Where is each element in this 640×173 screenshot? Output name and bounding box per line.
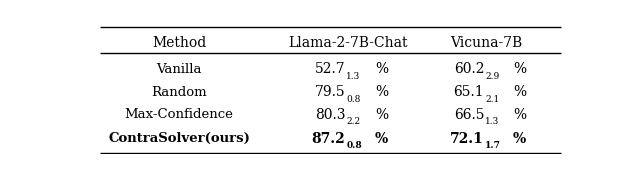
Text: 2.2: 2.2 <box>346 117 360 126</box>
Text: Vicuna-7B: Vicuna-7B <box>451 36 523 50</box>
Text: 1.3: 1.3 <box>485 117 499 126</box>
Text: 2.9: 2.9 <box>485 72 499 81</box>
Text: 2.1: 2.1 <box>485 95 499 104</box>
Text: Random: Random <box>152 85 207 99</box>
Text: Vanilla: Vanilla <box>156 63 202 76</box>
Text: 1.7: 1.7 <box>485 142 501 151</box>
Text: %: % <box>375 62 388 76</box>
Text: 80.3: 80.3 <box>315 108 346 122</box>
Text: 66.5: 66.5 <box>454 108 484 122</box>
Text: Method: Method <box>152 36 206 50</box>
Text: ContraSolver(ours): ContraSolver(ours) <box>108 132 250 145</box>
Text: %: % <box>375 85 388 99</box>
Text: Max-Confidence: Max-Confidence <box>125 108 234 121</box>
Text: 65.1: 65.1 <box>454 85 484 99</box>
Text: 72.1: 72.1 <box>451 132 484 146</box>
Text: %: % <box>513 132 526 146</box>
Text: 1.3: 1.3 <box>346 72 360 81</box>
Text: %: % <box>375 132 388 146</box>
Text: 0.8: 0.8 <box>346 95 361 104</box>
Text: %: % <box>513 62 526 76</box>
Text: %: % <box>513 85 526 99</box>
Text: %: % <box>375 108 388 122</box>
Text: 87.2: 87.2 <box>312 132 346 146</box>
Text: 52.7: 52.7 <box>315 62 346 76</box>
Text: 79.5: 79.5 <box>315 85 346 99</box>
Text: Llama-2-7B-Chat: Llama-2-7B-Chat <box>288 36 408 50</box>
Text: %: % <box>513 108 526 122</box>
Text: 60.2: 60.2 <box>454 62 484 76</box>
Text: 0.8: 0.8 <box>346 142 362 151</box>
